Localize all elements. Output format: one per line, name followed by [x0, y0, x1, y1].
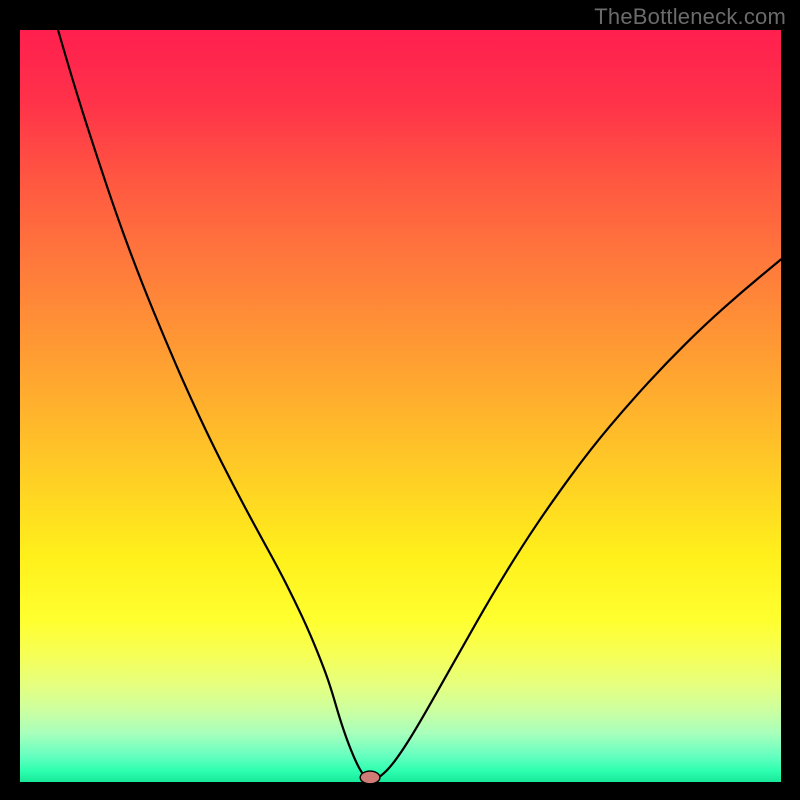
- watermark-text: TheBottleneck.com: [594, 4, 786, 30]
- chart-background: [20, 30, 781, 782]
- optimal-point-marker: [360, 771, 380, 784]
- bottleneck-chart: [0, 0, 800, 800]
